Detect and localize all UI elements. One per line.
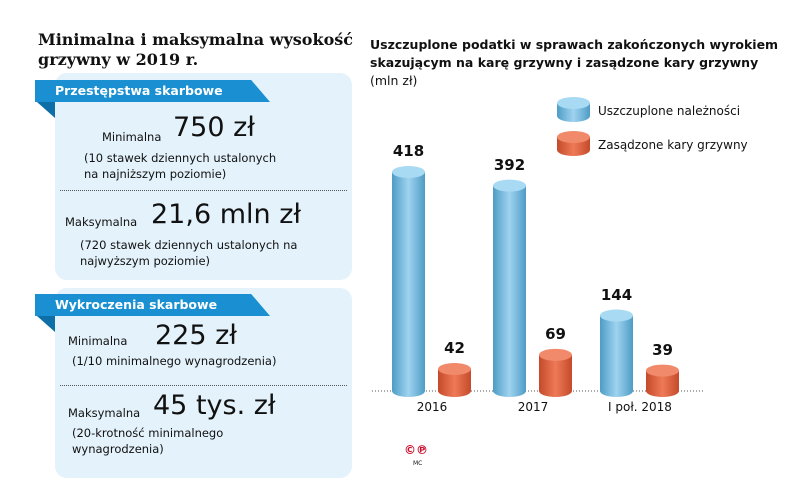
chart-unit: (mln zł): [370, 73, 418, 88]
chart-title-text: Uszczuplone podatki w sprawach zakończon…: [370, 37, 779, 70]
legend-label: Uszczuplone należności: [598, 104, 741, 118]
legend-label: Zasądzone kary grzywny: [598, 138, 748, 152]
data-label: 418: [392, 142, 425, 160]
bar: [646, 370, 679, 398]
x-tick-label: 2016: [416, 400, 448, 414]
max-note: (720 stawek dziennych ustalonych na najw…: [80, 238, 298, 268]
max-value: 21,6 mln zł: [151, 199, 302, 230]
data-label: 144: [600, 285, 633, 304]
x-tick-label: 2017: [517, 400, 549, 414]
data-label: 42: [444, 338, 465, 357]
bar-top: [493, 179, 526, 192]
min-label: Minimalna: [102, 130, 162, 144]
data-label: 392: [493, 155, 526, 174]
bar: [493, 185, 526, 398]
bar-top: [646, 364, 679, 377]
panel-crimes: [55, 73, 352, 280]
data-label: 69: [545, 324, 566, 343]
section-header: Przestępstwa skarbowe: [35, 80, 270, 102]
author-credit: MC: [413, 460, 423, 467]
max-note: (20-krotność minimalnego wynagrodzenia): [72, 426, 224, 456]
min-value: 750 zł: [173, 112, 255, 143]
legend-swatch-top: [557, 131, 590, 143]
max-label: Maksymalna: [68, 406, 141, 420]
max-label: Maksymalna: [65, 215, 138, 229]
data-label: 39: [652, 340, 673, 359]
bar-top: [539, 348, 572, 361]
min-note: (1/10 minimalnego wynagrodzenia): [72, 354, 277, 368]
bar: [539, 354, 572, 398]
panel-offences: [55, 288, 352, 478]
bar: [438, 368, 471, 398]
legend-swatch-top: [557, 97, 590, 109]
divider: [60, 190, 347, 191]
divider: [60, 385, 347, 386]
bar: [392, 172, 425, 398]
x-tick-label: I poł. 2018: [608, 400, 672, 414]
bar: [600, 315, 633, 398]
min-label: Minimalna: [68, 334, 128, 348]
section-header: Wykroczenia skarbowe: [35, 294, 270, 316]
chart-title: Uszczuplone podatki w sprawach zakończon…: [370, 36, 790, 90]
copyright-logo-icon: ©℗: [404, 443, 428, 457]
min-value: 225 zł: [155, 320, 237, 351]
bar-top: [392, 166, 425, 178]
max-value: 45 tys. zł: [153, 390, 276, 421]
bar-top: [438, 362, 471, 375]
main-title: Minimalna i maksymalna wysokość grzywny …: [38, 30, 353, 69]
ribbon-fold: [37, 316, 55, 332]
bar-top: [600, 309, 633, 322]
min-note: (10 stawek dziennych ustalonych na najni…: [84, 151, 277, 181]
ribbon-fold: [37, 102, 55, 118]
